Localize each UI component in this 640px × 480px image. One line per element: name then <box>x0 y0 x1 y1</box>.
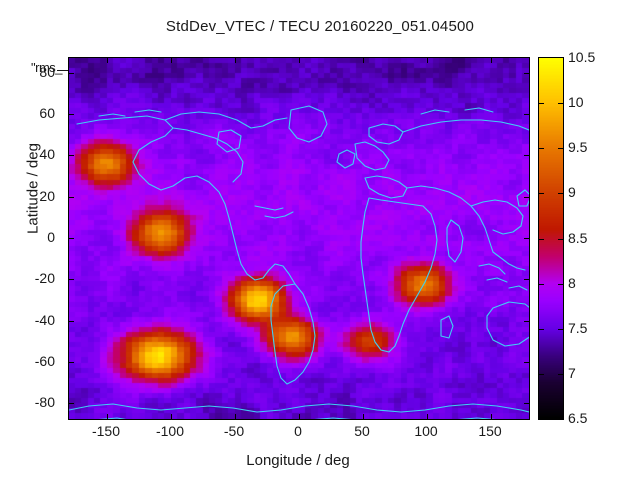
ytick-mark <box>524 73 529 74</box>
xtick-mark <box>107 58 108 63</box>
xtick-mark <box>491 414 492 419</box>
colorbar-tick <box>558 373 563 375</box>
colorbar-tick <box>539 283 544 285</box>
xtick-mark <box>171 58 172 63</box>
ytick-mark <box>69 279 74 280</box>
ytick-mark <box>69 321 74 322</box>
ytick-mark <box>69 114 74 115</box>
stray-key-label-artifact: "rms_ <box>31 60 63 75</box>
xtick-label: 0 <box>294 423 302 439</box>
xtick-label: 100 <box>414 423 438 439</box>
ytick-mark <box>524 197 529 198</box>
ytick-mark <box>69 197 74 198</box>
ytick-label: 60 <box>39 105 55 121</box>
xtick-label: -100 <box>155 423 185 439</box>
ytick-mark <box>69 403 74 404</box>
stray-key-line-artifact <box>57 70 68 71</box>
colorbar-tick-labels: 6.5 7 7.5 8 8.5 9 9.5 10 10.5 <box>568 49 638 426</box>
ytick-mark <box>69 73 74 74</box>
xtick-mark <box>235 414 236 419</box>
xtick-label: 50 <box>354 423 370 439</box>
xtick-mark <box>363 58 364 63</box>
colorbar-tick <box>539 103 544 105</box>
xtick-mark <box>235 58 236 63</box>
ytick-mark <box>524 321 529 322</box>
colorbar-tick-label: 10.5 <box>568 49 596 65</box>
ytick-label: -20 <box>34 270 55 286</box>
xtick-mark <box>299 414 300 419</box>
y-axis-title: Latitude / deg <box>24 143 42 234</box>
ytick-label: -60 <box>34 353 55 369</box>
colorbar-tick <box>558 103 563 105</box>
colorbar <box>538 57 564 420</box>
ytick-mark <box>69 155 74 156</box>
colorbar-tick <box>539 328 544 330</box>
ytick-label: 40 <box>39 146 55 162</box>
xtick-mark <box>491 58 492 63</box>
colorbar-tick <box>558 148 563 150</box>
ytick-mark <box>69 362 74 363</box>
xtick-mark <box>427 58 428 63</box>
ytick-mark <box>524 279 529 280</box>
ytick-mark <box>524 403 529 404</box>
colorbar-tick-label: 9.5 <box>568 139 588 156</box>
colorbar-tick <box>558 193 563 195</box>
ytick-label: 0 <box>47 229 55 245</box>
heatmap-field <box>69 58 529 419</box>
ytick-label: -80 <box>34 394 55 410</box>
ytick-mark <box>524 155 529 156</box>
ytick-mark <box>524 238 529 239</box>
ytick-mark <box>524 362 529 363</box>
colorbar-tick-label: 6.5 <box>568 410 588 426</box>
y-axis-tick-labels: 80 60 40 20 0 -20 -40 -60 -80 <box>0 57 62 418</box>
colorbar-tick-label: 10 <box>568 94 584 111</box>
ytick-label: -40 <box>34 312 55 328</box>
ytick-mark <box>524 114 529 115</box>
heatmap-plot-area <box>68 57 530 420</box>
ytick-label: 20 <box>39 188 55 204</box>
colorbar-tick <box>558 283 563 285</box>
xtick-label: 150 <box>478 423 502 439</box>
xtick-label: -150 <box>91 423 121 439</box>
colorbar-tick <box>558 238 563 240</box>
x-axis-tick-labels: -150 -100 -50 0 50 100 150 <box>68 423 528 443</box>
ytick-label: 80 <box>39 64 55 80</box>
colorbar-tick <box>539 373 544 375</box>
colorbar-tick-label: 7.5 <box>568 319 588 336</box>
xtick-mark <box>107 414 108 419</box>
xtick-label: -50 <box>223 423 245 439</box>
colorbar-tick <box>539 238 544 240</box>
colorbar-tick-label: 8 <box>568 274 576 291</box>
colorbar-tick <box>539 193 544 195</box>
colorbar-tick-label: 9 <box>568 184 576 201</box>
xtick-mark <box>427 414 428 419</box>
chart-title: StdDev_VTEC / TECU 20160220_051.04500 <box>165 18 475 35</box>
colorbar-tick-label: 8.5 <box>568 229 588 246</box>
xtick-mark <box>299 58 300 63</box>
colorbar-tick-label: 7 <box>568 364 576 381</box>
ytick-mark <box>69 238 74 239</box>
coastline-overlay <box>69 58 529 419</box>
colorbar-tick <box>539 148 544 150</box>
xtick-mark <box>363 414 364 419</box>
colorbar-tick <box>558 328 563 330</box>
xtick-mark <box>171 414 172 419</box>
x-axis-title: Longitude / deg <box>246 452 350 469</box>
